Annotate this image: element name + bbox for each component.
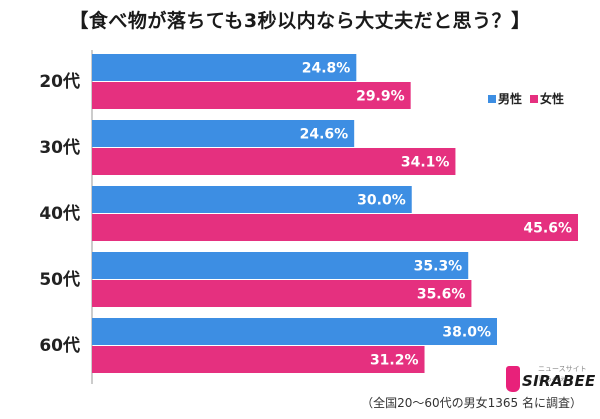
bar-male [92, 54, 357, 81]
category-label: 60代 [39, 335, 80, 356]
legend-label-male: 男性 [498, 92, 523, 106]
chart-title: 【食べ物が落ちても3秒以内なら大丈夫だと思う？】 [69, 10, 531, 32]
bar-female [92, 280, 472, 307]
value-label-male: 35.3% [414, 259, 463, 275]
legend-item-female: 女性 [530, 90, 564, 107]
bar-male [92, 318, 497, 345]
value-label-male: 24.6% [300, 127, 349, 143]
sirabee-logo: ニュースサイトしらべぇ SIRABEE [506, 364, 595, 394]
value-label-female: 35.6% [417, 287, 466, 303]
bar-female [92, 82, 411, 109]
legend-swatch-female [530, 94, 539, 103]
legend: 男性 女性 [488, 90, 564, 107]
logo-text: SIRABEE [522, 372, 596, 390]
logo-subtext: ニュースサイトしらべぇ [538, 365, 587, 383]
survey-footnote: （全国20～60代の男女1365 名に調査） [361, 396, 582, 410]
bar-male [92, 120, 355, 147]
category-label: 20代 [39, 71, 80, 92]
value-label-male: 24.8% [302, 61, 351, 77]
bar-female [92, 346, 425, 373]
value-label-male: 38.0% [442, 325, 491, 341]
legend-item-male: 男性 [488, 90, 522, 107]
legend-swatch-male [488, 94, 496, 103]
value-label-male: 30.0% [357, 193, 406, 209]
value-label-female: 34.1% [401, 155, 450, 171]
category-label: 40代 [39, 203, 80, 224]
logo-mark-icon [506, 366, 520, 392]
legend-label-female: 女性 [540, 92, 565, 106]
category-label: 50代 [39, 269, 80, 290]
bar-female [92, 214, 578, 241]
value-label-female: 29.9% [356, 89, 405, 105]
value-label-female: 45.6% [523, 221, 572, 237]
category-label: 30代 [39, 137, 80, 158]
bar-female [92, 148, 456, 175]
bar-male [92, 252, 469, 279]
bar-male [92, 186, 412, 213]
value-label-female: 31.2% [370, 353, 419, 369]
